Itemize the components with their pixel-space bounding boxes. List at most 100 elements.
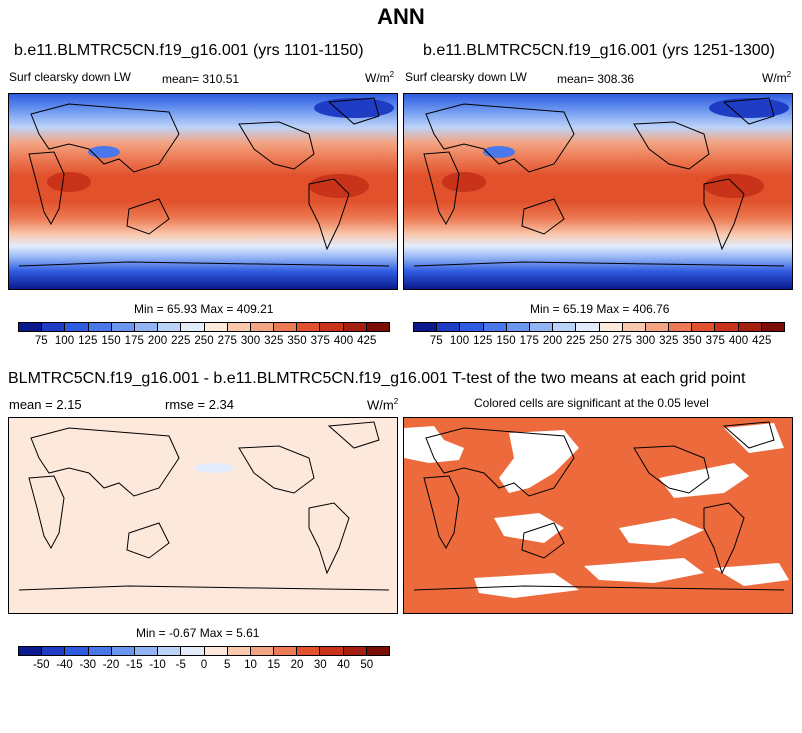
tibet-low [88, 146, 120, 158]
colorbar-swatch [250, 647, 275, 655]
colorbar-swatch [483, 323, 507, 331]
colorbar-swatch [343, 647, 367, 655]
colorbar-swatch [669, 323, 693, 331]
colorbar-swatch [343, 323, 367, 331]
colorbar-tick-label: -10 [149, 659, 166, 671]
map-bottom-right [403, 417, 793, 614]
colorbar-tick-label: -5 [175, 659, 186, 671]
colorbar-top-right [413, 322, 785, 332]
colorbar-swatch [692, 323, 716, 331]
colorbar-swatch [414, 323, 438, 331]
colorbar-swatch [460, 323, 484, 331]
colorbar-swatch [738, 323, 762, 331]
colorbar-tick-label: -15 [125, 659, 143, 671]
map-top-right [403, 93, 793, 290]
colorbar-swatch [529, 323, 554, 331]
mean-bottom-left: mean = 2.15 [9, 397, 82, 412]
colorbar-tick-label: 225 [566, 335, 586, 347]
colorbar-tick-label: 15 [267, 659, 281, 671]
colorbar-swatch [204, 323, 228, 331]
colorbar-tick-label: 200 [147, 335, 168, 347]
colorbar-swatch [88, 647, 112, 655]
colorbar-swatch [437, 323, 461, 331]
colorbar-tick-label: 375 [705, 335, 725, 347]
colorbar-tick-label: 125 [473, 335, 493, 347]
colorbar-tick-label: 40 [337, 659, 350, 671]
ttest-subtitle: Colored cells are significant at the 0.0… [474, 396, 709, 410]
colorbar-swatch [366, 323, 389, 331]
colorbar-swatch [274, 323, 298, 331]
colorbar-swatch [134, 323, 159, 331]
field-map-svg [9, 94, 397, 289]
map-top-left [8, 93, 398, 290]
diff-low-patch [194, 463, 234, 473]
colorbar-tick-label: 5 [224, 659, 231, 671]
colorbar-swatch [181, 323, 205, 331]
colorbar-tick-label: 425 [357, 335, 377, 347]
colorbar-tick-label: 250 [194, 335, 214, 347]
insignificant-cells [404, 423, 789, 598]
colorbar-swatch [645, 323, 670, 331]
colorbar-tick-label: 100 [449, 335, 470, 347]
variable-label-top-right: Surf clearsky down LW [405, 70, 527, 84]
colorbar-swatch [250, 323, 275, 331]
colorbar-tick-label: 275 [612, 335, 632, 347]
colorbar-tick-label: 400 [333, 335, 354, 347]
colorbar-swatch [599, 323, 623, 331]
colorbar-tick-label: 175 [124, 335, 144, 347]
colorbar-swatch [19, 647, 43, 655]
colorbar-swatch [297, 323, 321, 331]
colorbar-tick-label: 0 [200, 659, 208, 671]
colorbar-swatch [65, 323, 89, 331]
colorbar-tick-label: 300 [240, 335, 261, 347]
panel-title-top-left: b.e11.BLMTRC5CN.f19_g16.001 (yrs 1101-11… [14, 42, 364, 59]
colorbar-tick-label: -40 [56, 659, 73, 671]
colorbar-swatch [715, 323, 739, 331]
colorbar-tick-label: 300 [635, 335, 656, 347]
colorbar-swatch [506, 323, 530, 331]
variable-label-top-left: Surf clearsky down LW [9, 70, 131, 84]
colorbar-swatch [761, 323, 784, 331]
colorbar-tick-label: 175 [519, 335, 539, 347]
colorbar-swatch [111, 323, 135, 331]
colorbar-swatch [297, 647, 321, 655]
colorbar-tick-label: 10 [244, 659, 257, 671]
colorbar-tick-label: 200 [542, 335, 563, 347]
colorbar-tick-label: 425 [752, 335, 772, 347]
colorbar-top-left [18, 322, 390, 332]
rmse-bottom-left: rmse = 2.34 [165, 397, 235, 412]
colorbar-bottom-left [18, 646, 390, 656]
mean-top-left: mean= 310.51 [162, 72, 240, 86]
colorbar-tick-label: 250 [589, 335, 609, 347]
minmax-bottom-left: Min = -0.67 Max = 5.61 [136, 626, 260, 640]
colorbar-swatch [320, 647, 344, 655]
colorbar-swatch [204, 647, 228, 655]
colorbar-tick-label: 150 [101, 335, 121, 347]
colorbar-tick-label: -50 [32, 659, 50, 671]
colorbar-tick-label: 20 [290, 659, 304, 671]
colorbar-tick-label: 225 [171, 335, 191, 347]
panel-title-top-right: b.e11.BLMTRC5CN.f19_g16.001 (yrs 1251-13… [423, 42, 775, 59]
colorbar-tick-label: 50 [360, 659, 374, 671]
colorbar-swatch [553, 323, 577, 331]
colorbar-swatch [576, 323, 600, 331]
colorbar-swatch [19, 323, 43, 331]
colorbar-tick-label: -30 [79, 659, 97, 671]
colorbar-tick-label: 350 [287, 335, 307, 347]
units-top-left: W/m2 [365, 70, 395, 85]
units-top-right: W/m2 [762, 70, 792, 85]
colorbar-tick-label: 30 [313, 659, 327, 671]
colorbar-tick-label: 75 [34, 335, 48, 347]
panel-title-bottom-right: T-test of the two means at each grid poi… [452, 370, 746, 387]
colorbar-swatch [227, 647, 251, 655]
colorbar-tick-label: 100 [54, 335, 75, 347]
minmax-top-left: Min = 65.93 Max = 409.21 [134, 302, 274, 316]
panel-title-bottom-left: BLMTRC5CN.f19_g16.001 - b.e11.BLMTRC5CN.… [8, 370, 448, 387]
colorbar-swatch [42, 647, 66, 655]
colorbar-tick-label: 275 [217, 335, 237, 347]
mean-top-right: mean= 308.36 [557, 72, 635, 86]
colorbar-tick-label: 350 [682, 335, 702, 347]
colorbar-swatch [366, 647, 389, 655]
ttest-map-svg [404, 418, 792, 613]
units-bottom-left: W/m2 [367, 397, 399, 413]
